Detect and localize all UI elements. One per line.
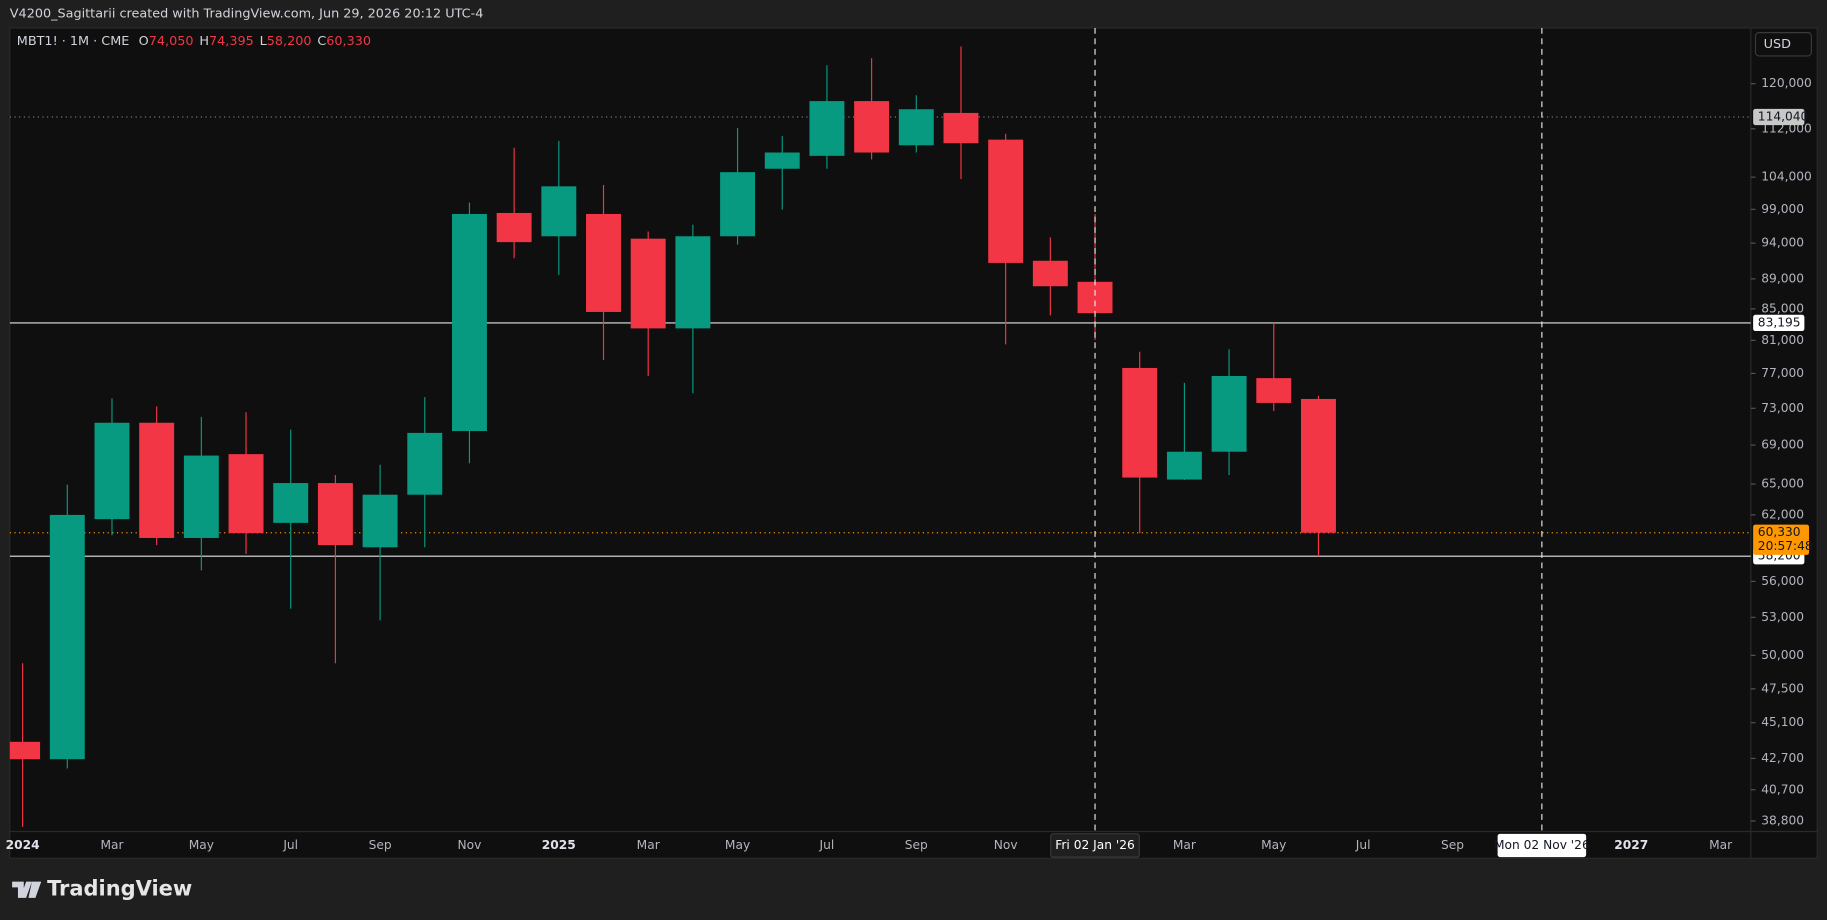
x-tick-label: Mar [1709, 838, 1733, 852]
legend-key: L [260, 33, 268, 48]
candle-body [764, 152, 800, 169]
x-tick-label: May [725, 838, 750, 852]
y-tick-label: 73,000 [1761, 401, 1804, 415]
y-tick-label: 81,000 [1761, 333, 1804, 347]
y-tick-label: 65,000 [1761, 477, 1804, 491]
candle-body [630, 238, 666, 329]
price-label-box [1753, 314, 1805, 332]
legend-key: C [317, 33, 326, 48]
candle-body [943, 112, 979, 144]
x-tick-label: 2025 [542, 838, 576, 852]
currency[interactable]: USD [1764, 37, 1791, 52]
x-tick-label: Mar [1173, 838, 1197, 852]
candle-body [1211, 375, 1247, 452]
candle-body [720, 172, 756, 237]
x-tick-label: Sep [905, 838, 928, 852]
y-tick-label: 104,000 [1761, 170, 1812, 184]
candle-body [362, 494, 398, 548]
x-tick-label: Mar [637, 838, 661, 852]
y-tick-label: 69,000 [1761, 438, 1804, 452]
candle-body [407, 432, 443, 495]
symbol: MBT1! · 1M · CME [17, 33, 130, 48]
candle-body [1077, 281, 1113, 314]
candle-body [496, 212, 532, 243]
y-tick-label: 38,800 [1761, 813, 1804, 827]
legend-value: 74,050 [149, 33, 194, 48]
price-label: 114,040 [1758, 109, 1809, 123]
x-tick-label: Sep [369, 838, 392, 852]
vertical-line-label: Fri 02 Jan '26 [1055, 838, 1135, 852]
y-tick-label: 62,000 [1761, 507, 1804, 521]
candle-body [49, 514, 85, 760]
x-tick-label: May [1261, 838, 1286, 852]
y-tick-label: 42,700 [1761, 751, 1804, 765]
legend-key: H [199, 33, 209, 48]
price-label: 83,195 [1758, 315, 1801, 329]
price-label-box [1753, 108, 1805, 126]
x-tick-label: Jul [282, 838, 298, 852]
candle-body [9, 741, 41, 760]
header-text: V4200_Sagittarii created with TradingVie… [10, 6, 484, 21]
y-tick-label: 89,000 [1761, 271, 1804, 285]
candle-body [273, 483, 309, 523]
x-tick-label: Jul [1355, 838, 1371, 852]
last-price-box [1753, 524, 1810, 555]
candle-body [586, 213, 621, 312]
candle-body [451, 213, 487, 432]
candle-body [1300, 398, 1336, 533]
candle-body [854, 101, 890, 153]
candle-body [809, 101, 845, 156]
last-price-label: 60,330 [1758, 525, 1801, 539]
candle-body [1032, 260, 1068, 287]
candle-body [1122, 367, 1158, 478]
candle-body [94, 422, 130, 520]
y-tick-label: 77,000 [1761, 366, 1804, 380]
candle-body [541, 186, 577, 237]
plot-area [9, 27, 1751, 832]
y-tick-label: 56,000 [1761, 574, 1804, 588]
brand-name: TradingView [47, 877, 192, 901]
y-tick-label: 40,700 [1761, 782, 1804, 796]
vertical-line-label: Mon 02 Nov '26 [1494, 838, 1590, 852]
candle-body [898, 109, 934, 146]
x-tick-label: 2024 [6, 838, 40, 852]
candle-body [139, 422, 175, 538]
legend-key: O [139, 33, 149, 48]
candle-body [1256, 378, 1292, 403]
y-tick-label: 45,100 [1761, 715, 1804, 729]
y-tick-label: 85,000 [1761, 301, 1804, 315]
x-tick-label: May [189, 838, 214, 852]
legend-value: 60,330 [326, 33, 371, 48]
candle-body [228, 454, 264, 534]
candle-body [988, 139, 1024, 263]
y-tick-label: 99,000 [1761, 202, 1804, 216]
countdown: 20:57:48 [1758, 539, 1813, 553]
chart-panel [9, 27, 1818, 859]
legend: MBT1! · 1M · CME O74,050 H74,395 L58,200 C60… [17, 33, 371, 48]
y-tick-label: 47,500 [1761, 681, 1804, 695]
candle-body [183, 455, 219, 538]
x-tick-label: Nov [994, 838, 1018, 852]
candle-body [1166, 451, 1202, 480]
legend-value: 74,395 [209, 33, 254, 48]
x-tick-label: Sep [1441, 838, 1464, 852]
brand-logo: TradingView [12, 877, 192, 901]
x-tick-label: 2027 [1614, 838, 1648, 852]
candle-body [675, 236, 711, 329]
y-tick-label: 53,000 [1761, 610, 1804, 624]
y-tick-label: 94,000 [1761, 236, 1804, 250]
vertical-line-label-box [1050, 833, 1140, 858]
y-tick-label: 50,000 [1761, 648, 1804, 662]
candle-body [317, 483, 353, 546]
x-tick-label: Nov [458, 838, 482, 852]
currency-box[interactable] [1754, 32, 1812, 57]
x-tick-label: Mar [100, 838, 124, 852]
vertical-line-label-box [1497, 833, 1587, 858]
y-tick-label: 120,000 [1761, 76, 1812, 90]
x-tick-label: Jul [819, 838, 835, 852]
legend-value: 58,200 [267, 33, 312, 48]
